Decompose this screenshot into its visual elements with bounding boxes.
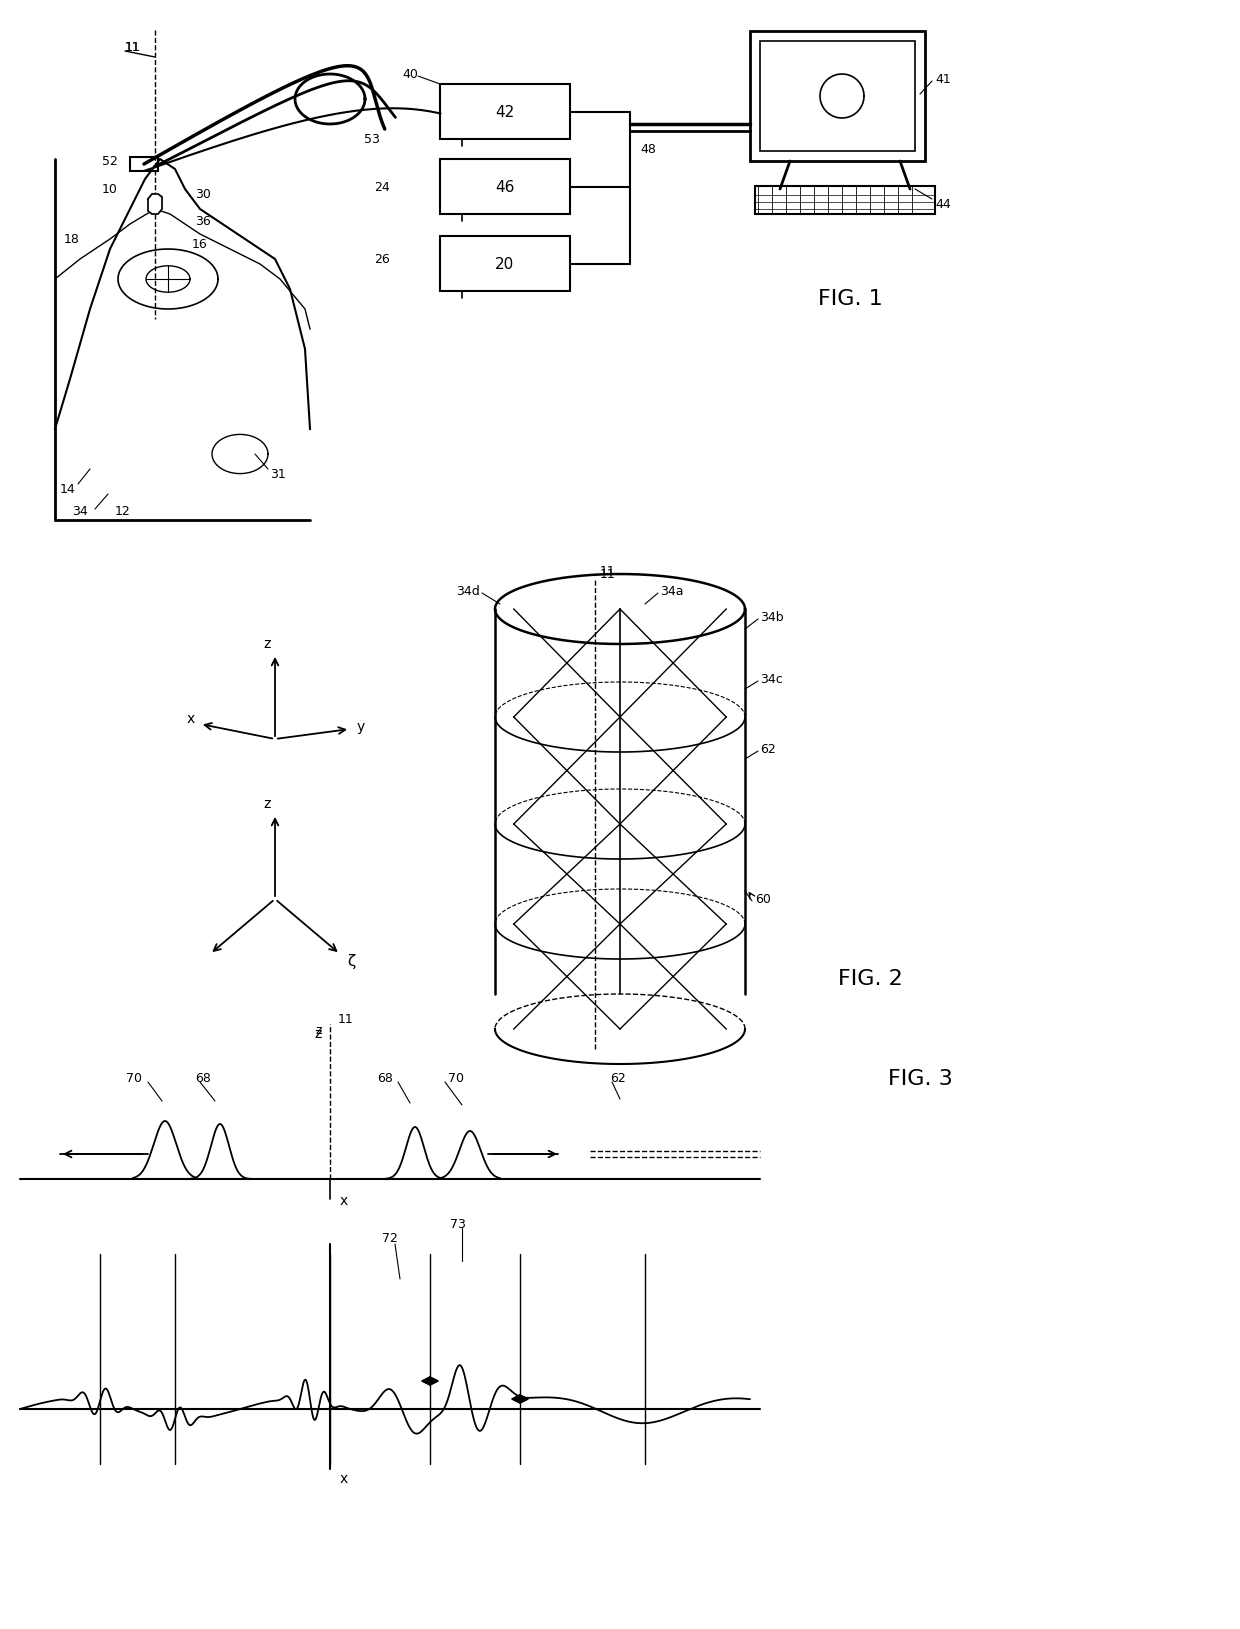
Text: 48: 48 <box>640 142 656 155</box>
Bar <box>440 236 570 292</box>
Text: 16: 16 <box>192 238 208 251</box>
Text: 52: 52 <box>102 155 118 168</box>
Text: FIG. 1: FIG. 1 <box>817 288 883 310</box>
Polygon shape <box>512 1394 528 1403</box>
Text: 60: 60 <box>755 893 771 906</box>
Bar <box>440 85 570 138</box>
Text: y: y <box>357 720 366 735</box>
Text: 11: 11 <box>600 565 616 578</box>
Text: 11: 11 <box>124 41 140 54</box>
Bar <box>440 160 570 213</box>
Text: 34b: 34b <box>760 611 784 624</box>
Text: 11: 11 <box>339 1013 353 1026</box>
Bar <box>750 31 925 161</box>
Text: 62: 62 <box>760 743 776 756</box>
Text: 24: 24 <box>374 181 391 194</box>
Bar <box>760 41 915 151</box>
Text: 18: 18 <box>64 233 81 246</box>
Text: 70: 70 <box>126 1072 143 1085</box>
Text: 40: 40 <box>402 67 418 80</box>
Text: z: z <box>315 1026 322 1041</box>
Text: z: z <box>315 1025 322 1038</box>
Text: 34d: 34d <box>456 585 480 598</box>
Text: FIG. 3: FIG. 3 <box>888 1069 952 1090</box>
Text: 73: 73 <box>450 1217 466 1230</box>
Text: 20: 20 <box>495 256 515 272</box>
Text: 46: 46 <box>495 179 515 194</box>
Text: z: z <box>263 797 270 811</box>
Text: 68: 68 <box>377 1072 393 1085</box>
Text: 42: 42 <box>495 104 515 119</box>
Bar <box>130 156 157 171</box>
Text: 34c: 34c <box>760 673 782 686</box>
Text: 34: 34 <box>72 505 88 518</box>
Text: 36: 36 <box>195 215 211 228</box>
Text: z: z <box>263 637 270 652</box>
Polygon shape <box>422 1377 438 1385</box>
Text: 10: 10 <box>102 182 118 195</box>
Text: 72: 72 <box>382 1233 398 1246</box>
Text: 34a: 34a <box>660 585 683 598</box>
Text: 44: 44 <box>935 197 951 210</box>
Text: 41: 41 <box>935 73 951 85</box>
Bar <box>755 186 935 213</box>
Text: 31: 31 <box>270 468 285 481</box>
Text: x: x <box>187 712 195 727</box>
Text: 26: 26 <box>374 252 391 266</box>
Polygon shape <box>148 194 162 213</box>
Text: FIG. 2: FIG. 2 <box>838 969 903 989</box>
Text: ζ: ζ <box>347 953 355 969</box>
Text: x: x <box>340 1194 348 1209</box>
Text: 11: 11 <box>600 567 616 580</box>
Text: 11: 11 <box>124 41 140 54</box>
Text: 62: 62 <box>610 1072 626 1085</box>
Text: 12: 12 <box>115 505 130 518</box>
Text: 68: 68 <box>195 1072 211 1085</box>
Text: 14: 14 <box>60 482 74 495</box>
Text: x: x <box>340 1473 348 1486</box>
Text: 53: 53 <box>365 132 379 145</box>
Text: 70: 70 <box>448 1072 464 1085</box>
Text: 30: 30 <box>195 187 211 200</box>
